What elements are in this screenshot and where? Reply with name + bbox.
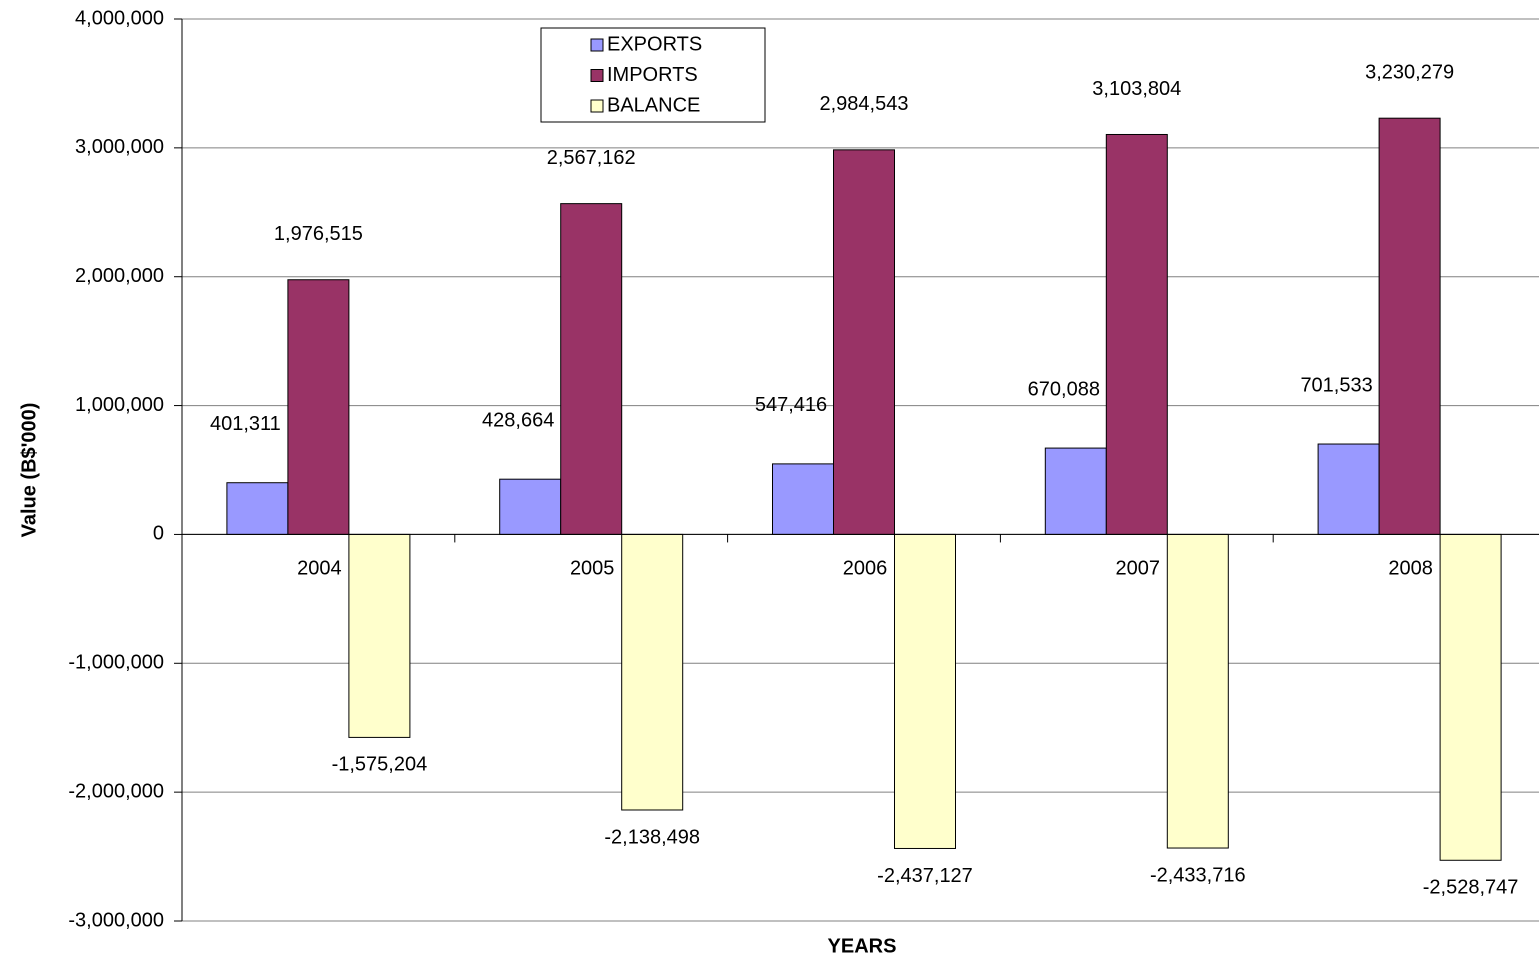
legend-label: IMPORTS (607, 64, 698, 86)
legend-swatch (590, 38, 604, 52)
bar (1378, 117, 1441, 535)
data-label: 2,984,543 (820, 93, 909, 115)
y-tick-label: 4,000,000 (75, 7, 164, 29)
y-tick-label: -1,000,000 (68, 652, 164, 674)
y-tick-label: 1,000,000 (75, 394, 164, 416)
data-label: 3,230,279 (1365, 61, 1454, 83)
bar (560, 203, 623, 535)
bar (772, 463, 834, 535)
bar (1317, 443, 1380, 535)
data-label: 547,416 (755, 394, 827, 416)
x-tick-label: 2006 (843, 558, 888, 580)
data-label: 428,664 (482, 409, 554, 431)
y-tick-label: 3,000,000 (75, 136, 164, 158)
bar (621, 533, 684, 811)
bar (1044, 447, 1107, 535)
bar (894, 533, 956, 849)
data-label: -2,437,127 (877, 865, 973, 887)
x-tick-label: 2005 (570, 558, 615, 580)
y-tick-label: -2,000,000 (68, 780, 164, 802)
data-label: 1,976,515 (274, 223, 363, 245)
x-tick-label: 2008 (1388, 558, 1433, 580)
bar (226, 482, 289, 535)
legend-label: EXPORTS (607, 33, 702, 55)
data-label: 3,103,804 (1092, 78, 1181, 100)
bar (833, 149, 895, 535)
y-axis-title: Value (B$'000) (18, 403, 40, 538)
bar (499, 478, 562, 535)
data-label: -2,138,498 (604, 826, 700, 848)
y-tick-label: 2,000,000 (75, 265, 164, 287)
bar (348, 533, 411, 738)
y-tick-label: 0 (153, 523, 164, 545)
data-label: -2,528,747 (1423, 877, 1519, 899)
legend-swatch (590, 69, 604, 82)
bar (1105, 133, 1168, 535)
x-tick-label: 2007 (1116, 558, 1161, 580)
data-label: 401,311 (210, 413, 281, 435)
bar (1166, 533, 1229, 849)
data-label: -2,433,716 (1150, 864, 1246, 886)
bar (287, 279, 350, 535)
bar (1439, 533, 1502, 861)
data-label: 2,567,162 (547, 147, 636, 169)
data-label: 701,533 (1300, 374, 1372, 396)
x-axis-title: YEARS (828, 935, 897, 957)
legend-label: BALANCE (607, 94, 700, 116)
data-label: 670,088 (1028, 378, 1100, 400)
y-tick-label: -3,000,000 (68, 909, 164, 931)
legend-swatch (590, 99, 604, 113)
legend-box (540, 27, 766, 123)
x-tick-label: 2004 (297, 558, 342, 580)
data-label: -1,575,204 (332, 754, 428, 776)
